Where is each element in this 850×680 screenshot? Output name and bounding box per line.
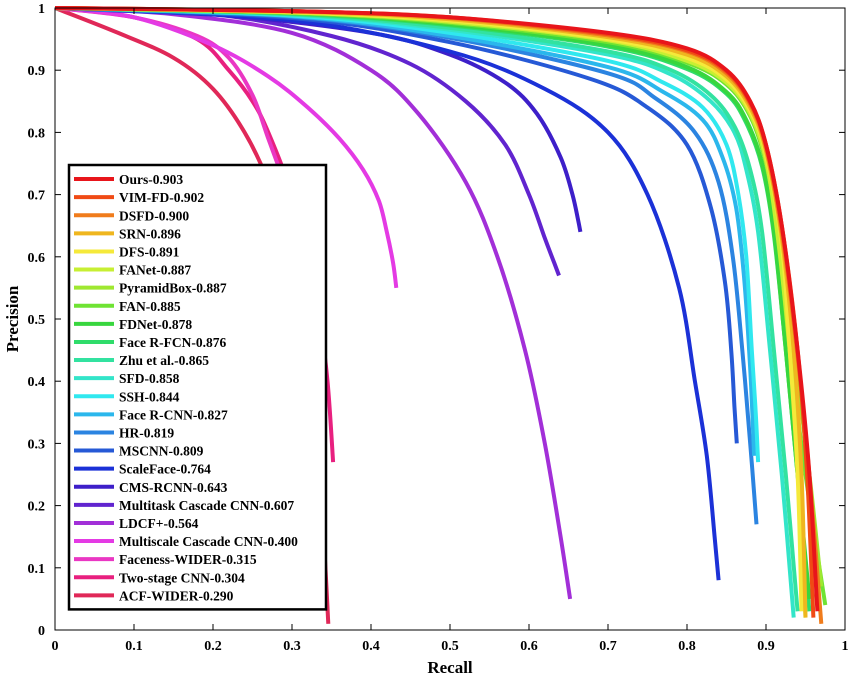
legend-entry-9: Face R-FCN-0.876 [119, 335, 226, 350]
legend-entry-21: Faceness-WIDER-0.315 [119, 552, 257, 567]
x-tick-label: 1 [842, 639, 849, 654]
pr-curve-0 [54, 6, 820, 612]
y-tick-label: 0.9 [28, 64, 46, 79]
legend-entry-13: Face R-CNN-0.827 [119, 407, 228, 422]
x-tick-label: 0.8 [678, 639, 696, 654]
y-tick-label: 0.2 [28, 500, 46, 515]
x-tick-label: 0.4 [362, 639, 380, 654]
y-tick-label: 0.7 [28, 189, 46, 204]
pr-curve-19 [54, 6, 573, 600]
legend-entry-18: Multitask Cascade CNN-0.607 [119, 498, 294, 513]
legend-entry-14: HR-0.819 [119, 425, 174, 440]
pr-curve-20 [54, 6, 399, 289]
y-tick-label: 0.1 [28, 562, 46, 577]
curves-group [54, 6, 828, 624]
legend-entry-4: DFS-0.891 [119, 244, 180, 259]
pr-curve-16 [54, 6, 721, 581]
legend-entry-2: DSFD-0.900 [119, 208, 189, 223]
y-tick-label: 0 [38, 624, 45, 639]
y-axis-title: Precision [3, 285, 22, 352]
x-tick-label: 0.6 [520, 639, 538, 654]
legend-entry-0: Ours-0.903 [119, 172, 183, 187]
legend-entry-10: Zhu et al.-0.865 [119, 353, 209, 368]
x-tick-label: 0.1 [125, 639, 143, 654]
legend-entry-19: LDCF+-0.564 [119, 516, 199, 531]
x-tick-label: 0.5 [441, 639, 459, 654]
x-tick-label: 0 [52, 639, 59, 654]
x-tick-label: 0.7 [599, 639, 617, 654]
x-axis-title: Recall [427, 658, 473, 677]
y-tick-label: 0.3 [28, 437, 46, 452]
legend-entry-20: Multiscale Cascade CNN-0.400 [119, 534, 298, 549]
x-tick-label: 0.2 [204, 639, 222, 654]
legend-entry-6: PyramidBox-0.887 [119, 281, 227, 296]
y-tick-label: 0.4 [28, 375, 46, 390]
x-tick-label: 0.3 [283, 639, 301, 654]
y-axis-ticks: 0 0.1 0.2 0.3 0.4 0.5 0.6 0.7 0.8 0.9 1 [28, 2, 845, 639]
y-tick-label: 0.5 [28, 313, 46, 328]
legend-entry-23: ACF-WIDER-0.290 [119, 588, 234, 603]
legend-entry-5: FANet-0.887 [119, 263, 191, 278]
x-tick-label: 0.9 [757, 639, 775, 654]
legend: Ours-0.903 VIM-FD-0.902 DSFD-0.900 SRN-0.89… [67, 163, 328, 611]
legend-entry-11: SFD-0.858 [119, 371, 180, 386]
y-tick-label: 1 [38, 2, 45, 17]
legend-entry-17: CMS-RCNN-0.643 [119, 480, 228, 495]
legend-entry-16: ScaleFace-0.764 [119, 462, 211, 477]
x-axis-ticks: 0 0.1 0.2 0.3 0.4 0.5 0.6 0.7 0.8 0.9 1 [52, 8, 849, 654]
y-tick-label: 0.6 [28, 251, 46, 266]
legend-entry-12: SSH-0.844 [119, 389, 180, 404]
y-tick-label: 0.8 [28, 126, 46, 141]
legend-entry-22: Two-stage CNN-0.304 [119, 570, 245, 585]
legend-entry-1: VIM-FD-0.902 [119, 190, 204, 205]
legend-entry-15: MSCNN-0.809 [119, 444, 204, 459]
legend-entry-3: SRN-0.896 [119, 226, 181, 241]
legend-entry-7: FAN-0.885 [119, 299, 181, 314]
legend-entry-8: FDNet-0.878 [119, 317, 192, 332]
legend-box [67, 163, 328, 611]
